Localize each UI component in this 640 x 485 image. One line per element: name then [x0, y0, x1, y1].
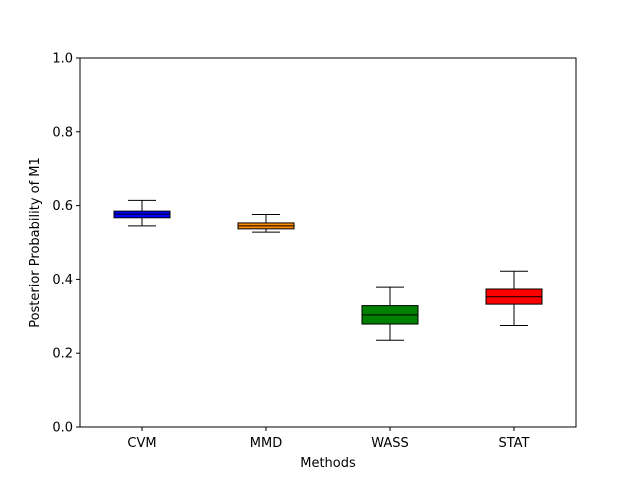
plot-frame — [79, 57, 577, 428]
y-tick-label: 0.0 — [52, 421, 73, 436]
x-tick-label: WASS — [371, 436, 409, 451]
y-tick-label: 0.2 — [52, 347, 73, 362]
y-tick-label: 0.4 — [52, 273, 73, 288]
box-wass — [361, 286, 419, 341]
x-axis-label: Methods — [300, 456, 356, 471]
box-mmd — [237, 213, 295, 233]
y-axis-label: Posterior Probability of M1 — [28, 157, 43, 328]
x-tick-label: CVM — [127, 436, 156, 451]
marks-layer — [113, 199, 543, 341]
x-tick-label: STAT — [498, 436, 529, 451]
y-tick-label: 1.0 — [52, 52, 73, 67]
box-stat — [485, 270, 543, 327]
y-tick-label: 0.8 — [52, 125, 73, 140]
x-tick-label: MMD — [250, 436, 282, 451]
y-tick-label: 0.6 — [52, 199, 73, 214]
ticks-layer: 0.0 0.2 0.4 0.6 0.8 1.0 CVM MMD WASS STAT — [52, 52, 529, 452]
box-cvm — [113, 199, 171, 227]
axes-layer — [79, 57, 577, 428]
